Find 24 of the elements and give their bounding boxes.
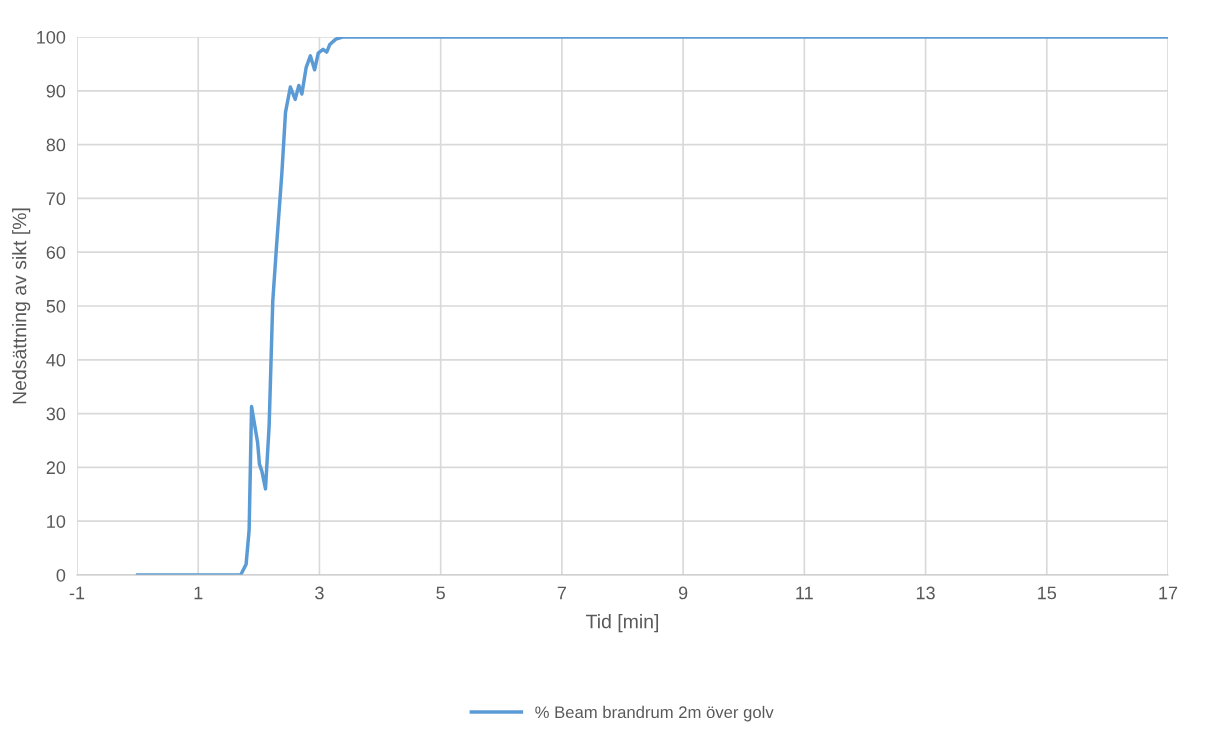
x-tick-label: 9 [678, 586, 688, 600]
x-axis-title: Tid [min] [586, 614, 659, 633]
y-tick-label: 40 [46, 353, 66, 367]
y-tick-label: 90 [46, 84, 66, 98]
x-tick-label: -1 [69, 586, 85, 600]
y-tick-label: 70 [46, 192, 66, 206]
y-axis-title: Nedsättning av sikt [%] [12, 208, 31, 404]
x-tick-label: 1 [194, 586, 203, 600]
x-tick-label: 3 [315, 586, 324, 600]
x-tick-label: 13 [916, 586, 935, 600]
y-tick-label: 10 [47, 515, 66, 528]
y-tick-label: 20 [46, 461, 66, 475]
y-tick-label: 30 [46, 407, 66, 421]
x-tick-label: 7 [557, 586, 566, 600]
legend-label: % Beam brandrum 2m över golv [535, 705, 774, 722]
y-tick-label: 0 [56, 568, 66, 582]
x-tick-label: 11 [796, 586, 813, 600]
y-tick-label: 100 [37, 30, 66, 44]
y-tick-label: 60 [46, 246, 66, 259]
x-tick-label: 5 [436, 586, 445, 600]
y-tick-label: 80 [46, 138, 66, 152]
x-tick-label: 17 [1159, 586, 1178, 600]
x-tick-label: 15 [1038, 586, 1057, 600]
y-tick-label: 50 [46, 299, 66, 313]
